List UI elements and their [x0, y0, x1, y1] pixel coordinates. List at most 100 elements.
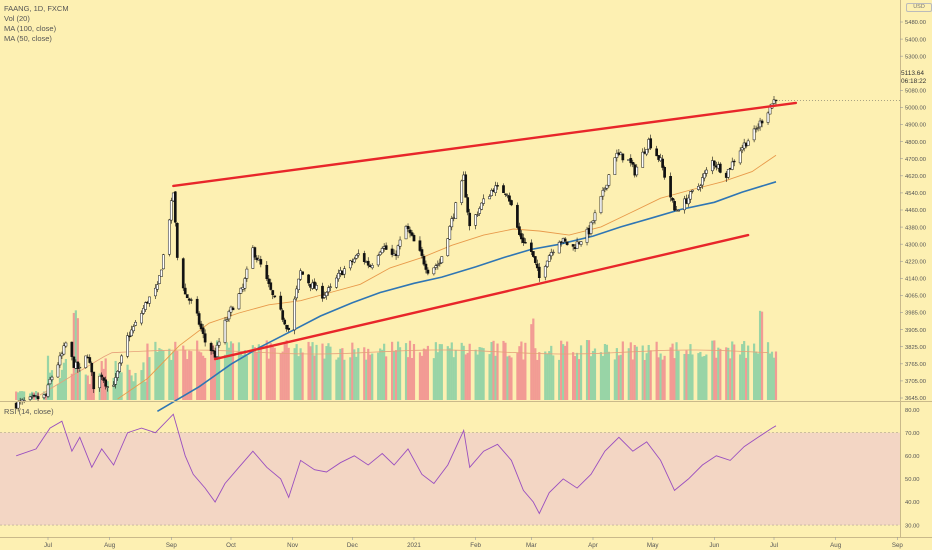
volume-bar [731, 341, 734, 400]
volume-bar [482, 348, 485, 400]
candle [448, 225, 452, 240]
volume-bar [162, 350, 165, 400]
candle [669, 172, 672, 202]
volume-bar [15, 391, 18, 400]
candle [703, 170, 706, 182]
volume-bar [383, 343, 386, 400]
candle-body [551, 251, 555, 254]
volume-bar [478, 347, 481, 400]
candle-body [772, 99, 776, 104]
candle [140, 310, 143, 326]
candle-body [239, 287, 243, 294]
countdown-label: 06:18:22 [901, 78, 932, 86]
volume-bar [697, 353, 700, 400]
candle [520, 230, 523, 244]
candle [547, 253, 551, 262]
volume-bar [404, 343, 408, 400]
volume-bar [657, 357, 660, 400]
candle-body [140, 313, 143, 324]
candle-body [655, 148, 658, 157]
candle [476, 211, 479, 217]
volume-bar [293, 348, 296, 400]
candle-body [603, 188, 607, 190]
volume-bar [269, 343, 272, 400]
candle [422, 254, 426, 267]
volume-bar [227, 347, 231, 400]
volume-bar [21, 391, 24, 400]
candle [701, 173, 704, 189]
candle [132, 324, 135, 334]
volume-bar [315, 344, 318, 400]
volume-bar [132, 381, 135, 400]
candle-body [669, 176, 672, 198]
volume-bar [699, 351, 702, 400]
volume-bar [355, 356, 358, 400]
volume-ma-line [39, 349, 769, 396]
candle [42, 394, 46, 400]
candle-body [132, 326, 135, 332]
volume-bar [299, 348, 302, 400]
candle [557, 240, 561, 254]
candle [406, 223, 410, 232]
candle-body [46, 384, 50, 397]
volume-bar [172, 351, 175, 400]
candle-body [181, 258, 185, 289]
candle [675, 205, 678, 212]
candle-body [70, 341, 74, 357]
volume-bar [711, 340, 714, 400]
volume-bar [329, 346, 332, 400]
volume-bar [546, 353, 549, 400]
last-price-label: 5113.64 [901, 70, 932, 78]
candle-body [231, 307, 235, 311]
currency-label[interactable]: USD [906, 3, 932, 12]
volume-bar [615, 348, 618, 400]
candle [167, 218, 171, 257]
candle-body [516, 204, 519, 228]
candle-body [738, 150, 742, 164]
candle-body [245, 268, 249, 279]
candle-body [58, 355, 62, 366]
candle-body [114, 377, 117, 385]
candle [504, 193, 507, 197]
candle [130, 325, 133, 337]
candle [329, 283, 332, 292]
volume-bar [689, 344, 692, 400]
candle-body [691, 189, 694, 192]
volume-bar [418, 352, 422, 400]
volume-bar [19, 391, 22, 400]
volume-bar [301, 352, 304, 400]
volume-bar [599, 352, 603, 400]
volume-bar [438, 344, 441, 400]
candle-body [376, 255, 380, 266]
volume-bar [573, 356, 577, 400]
volume-bar [412, 344, 416, 400]
volume-bar [23, 391, 26, 400]
candle [28, 396, 32, 402]
candle-body [754, 128, 758, 130]
candle [460, 179, 464, 206]
volume-bar [394, 350, 398, 400]
candle [613, 157, 617, 175]
candle [450, 215, 454, 231]
rsi-polyline [16, 413, 777, 515]
volume-bar [130, 375, 133, 400]
volume-bar [84, 374, 87, 400]
volume-bar [385, 356, 388, 400]
candle [754, 125, 758, 133]
volume-bar [392, 350, 396, 400]
candle [480, 202, 483, 211]
candle-body [520, 233, 523, 240]
trendlines[interactable] [172, 101, 798, 361]
volume-bar [313, 355, 316, 400]
candle [271, 289, 275, 300]
candle-body [48, 378, 52, 385]
candle [508, 192, 511, 205]
price-tick-label: 4380.00 [905, 225, 926, 231]
time-tick-label: Aug [830, 542, 842, 549]
candle-body [675, 209, 678, 211]
volume-bar [719, 348, 722, 400]
candle [255, 255, 259, 263]
volume-bar [607, 351, 611, 400]
candle [158, 275, 161, 285]
